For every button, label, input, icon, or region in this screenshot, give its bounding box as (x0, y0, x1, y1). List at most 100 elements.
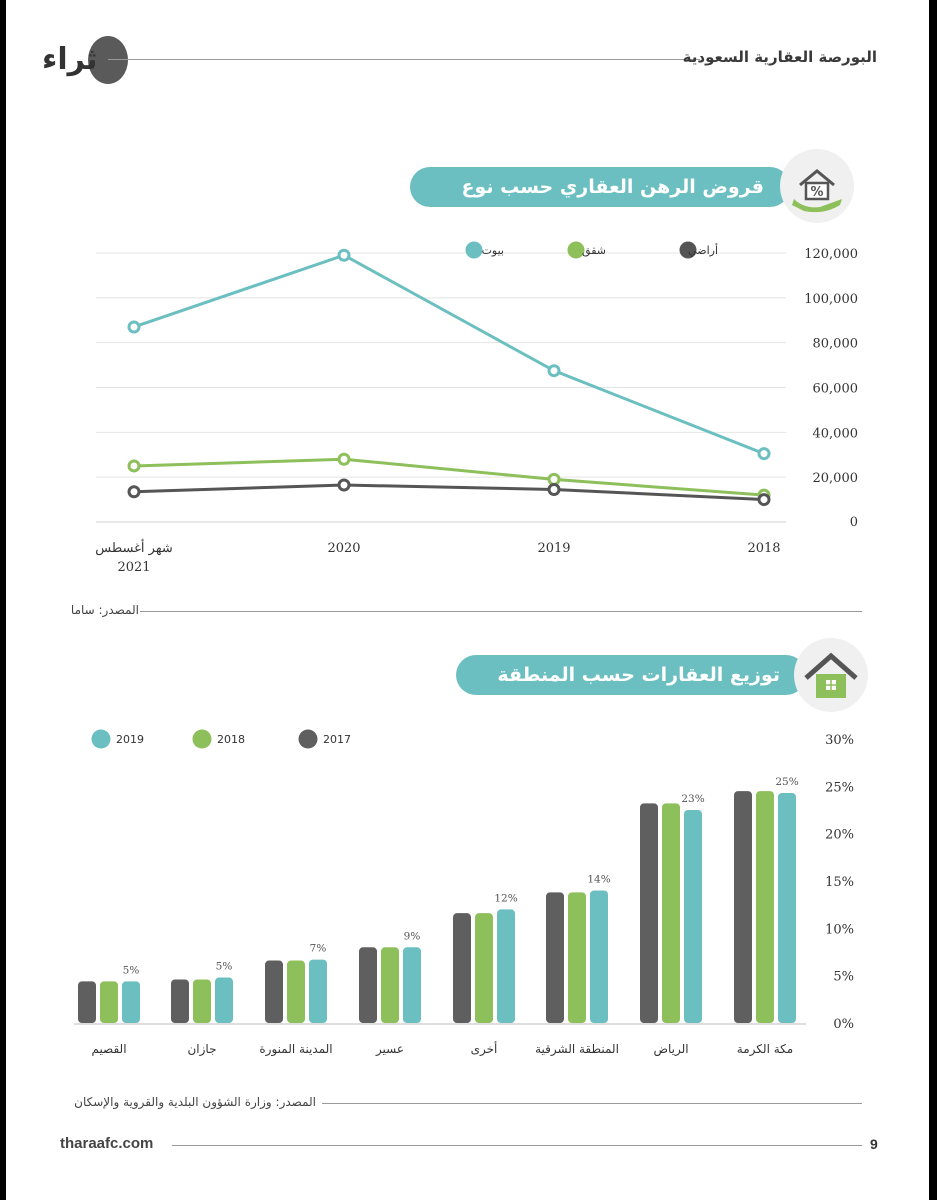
bar (193, 979, 211, 1023)
data-point (337, 248, 351, 262)
legend-swatch (465, 241, 483, 259)
mortgage-line-chart: 0 20,000 40,000 60,000 80,000 100,000 120,000 2… (95, 241, 859, 575)
bar (640, 803, 658, 1023)
y-tick-label: 5% (833, 970, 854, 985)
x-category-label: المنطقة الشرقية (535, 1042, 619, 1057)
y-tick-label: 0 (850, 515, 858, 530)
series-line (133, 457, 765, 497)
section1-title: قروض الرهن العقاري حسب نوع العقار (410, 167, 790, 238)
page-header-title: البورصة العقارية السعودية (682, 48, 877, 66)
bar (381, 947, 399, 1023)
y-tick-label: 0% (833, 1017, 854, 1032)
house-icon (794, 638, 868, 712)
x-tick-label: شهر أغسطس (95, 539, 172, 556)
bar (171, 979, 189, 1023)
section1-source: المصدر: ساما (70, 603, 139, 617)
bar (287, 960, 305, 1023)
bar (662, 803, 680, 1023)
y-tick-label: 100,000 (804, 292, 858, 307)
data-point (127, 485, 141, 499)
bar-value-label: 5% (123, 964, 140, 976)
legend-swatch (192, 729, 212, 749)
bar (403, 947, 421, 1023)
legend-label: شقق (582, 244, 606, 258)
legend-label: 2018 (217, 733, 245, 746)
bar (684, 810, 702, 1023)
x-category-label: جازان (187, 1042, 216, 1057)
bar (568, 892, 586, 1023)
x-category-label: أخرى (471, 1041, 498, 1057)
y-tick-label: 25% (825, 780, 854, 795)
x-tick-label: 2020 (327, 541, 360, 556)
page-number: 9 (870, 1136, 878, 1152)
bar (265, 960, 283, 1023)
series-line (133, 483, 765, 502)
data-point (757, 447, 771, 461)
bar (475, 913, 493, 1023)
section2-source-rule (322, 1103, 862, 1104)
bar (78, 981, 96, 1023)
bar (122, 981, 140, 1023)
x-tick-label: 2021 (117, 560, 150, 575)
data-point (757, 493, 771, 507)
x-category-label: مكة الكرمة (737, 1042, 793, 1057)
footer-divider (172, 1145, 862, 1146)
x-category-label: الرياض (653, 1042, 688, 1057)
legend-label: 2017 (323, 733, 351, 746)
bar-value-label: 5% (216, 961, 233, 973)
logo-portrait-icon (88, 36, 128, 84)
y-tick-label: 15% (825, 875, 854, 890)
bar (453, 913, 471, 1023)
data-point (337, 478, 351, 492)
y-tick-label: 20,000 (813, 471, 859, 486)
section2-title: توزيع العقارات حسب المنطقة (456, 655, 806, 695)
y-tick-label: 20% (825, 828, 854, 843)
section1-source-rule (140, 611, 862, 612)
bar-value-label: 25% (775, 776, 798, 788)
svg-text:%: % (810, 185, 823, 200)
bar (100, 981, 118, 1023)
bar (497, 909, 515, 1023)
bar (590, 890, 608, 1023)
x-category-label: القصيم (91, 1042, 126, 1056)
data-point (547, 364, 561, 378)
x-category-label: المدينة المنورة (259, 1042, 332, 1057)
bar-value-label: 7% (310, 943, 327, 955)
bar (778, 792, 796, 1023)
legend-label: بيوت (482, 244, 504, 257)
y-tick-label: 120,000 (804, 247, 858, 262)
x-tick-label: 2018 (747, 541, 780, 556)
y-tick-label: 60,000 (813, 382, 859, 397)
data-point (127, 459, 141, 473)
legend-swatch (567, 241, 585, 259)
bar-value-label: 12% (494, 892, 517, 904)
data-point (547, 482, 561, 496)
house-percent-icon: % (780, 149, 854, 223)
x-category-label: عسير (375, 1042, 404, 1057)
legend-label: 2019 (116, 733, 144, 746)
bar-value-label: 9% (404, 930, 421, 942)
bar (546, 892, 564, 1023)
section2-source: المصدر: وزارة الشؤون البلدية والقروية وا… (74, 1095, 316, 1109)
series-line (133, 253, 765, 456)
y-tick-label: 30% (825, 733, 854, 748)
bar (309, 959, 327, 1023)
data-point (337, 452, 351, 466)
report-page: ثراء البورصة العقارية السعودية قروض الره… (6, 0, 929, 1200)
logo-text: ثراء (42, 42, 98, 77)
header-divider (108, 59, 700, 60)
bar (734, 791, 752, 1023)
footer-url: tharaafc.com (60, 1135, 154, 1152)
bar (756, 791, 774, 1023)
legend-swatch (298, 729, 318, 749)
y-tick-label: 10% (825, 922, 854, 937)
bar-value-label: 23% (681, 793, 704, 805)
bar (359, 947, 377, 1023)
region-bar-chart: 0% 5% 10% 15% 20% 25% 30% 25% مكة الكرمة 23% الريا… (74, 729, 854, 1057)
legend-swatch (91, 729, 111, 749)
legend-swatch (679, 241, 697, 259)
y-tick-label: 40,000 (813, 426, 859, 441)
bar (215, 977, 233, 1023)
legend-label: أراضي (688, 243, 718, 257)
x-tick-label: 2019 (537, 541, 570, 556)
